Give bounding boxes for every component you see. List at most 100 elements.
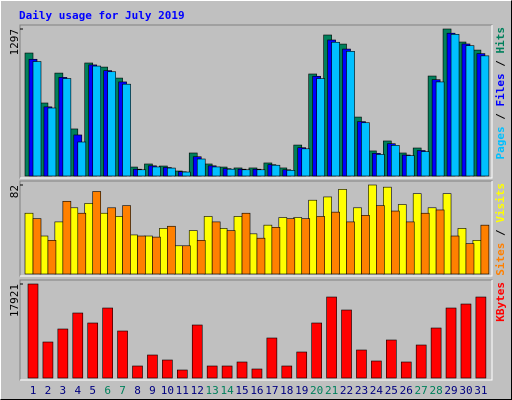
bar <box>361 122 370 177</box>
x-tick-label: 9 <box>149 384 156 397</box>
bar <box>72 312 84 379</box>
chart-title: Daily usage for July 2019 <box>19 9 185 22</box>
bar <box>206 365 218 379</box>
x-tick-label: 27 <box>415 384 428 397</box>
bar <box>122 83 131 177</box>
bar <box>256 237 266 275</box>
x-tick-label: 11 <box>176 384 189 397</box>
bar <box>47 240 57 275</box>
x-tick-label: 3 <box>60 384 67 397</box>
x-tick-label: 24 <box>370 384 384 397</box>
bar <box>122 205 131 275</box>
bar <box>311 322 322 379</box>
bar <box>326 296 337 379</box>
bar <box>296 351 308 379</box>
x-tick-label: 10 <box>161 384 174 397</box>
bar <box>226 168 236 177</box>
bar <box>450 235 460 275</box>
bar <box>191 324 203 379</box>
bar <box>226 230 236 275</box>
bar <box>435 81 445 177</box>
bar <box>435 209 445 275</box>
bar <box>32 218 42 275</box>
bar <box>346 221 355 275</box>
x-tick-label: 20 <box>310 384 323 397</box>
x-tick-label: 7 <box>119 384 126 397</box>
x-tick-label: 19 <box>295 384 308 397</box>
x-tick-label: 21 <box>325 384 338 397</box>
x-tick-label: 26 <box>400 384 413 397</box>
legend-entry: Files <box>494 73 507 106</box>
bar <box>162 359 173 379</box>
legend-separator: / <box>494 223 507 243</box>
bar <box>77 212 87 275</box>
bar <box>465 45 475 177</box>
bar <box>107 71 116 177</box>
legend: Sites / Visits <box>494 183 507 276</box>
bar <box>251 368 263 379</box>
x-tick-label: 23 <box>355 384 368 397</box>
bar <box>286 218 296 275</box>
bar <box>107 207 116 275</box>
bar <box>386 339 397 379</box>
bar <box>182 245 191 275</box>
legend-entry: Hits <box>494 27 507 54</box>
bar <box>221 365 233 379</box>
bar <box>271 227 281 275</box>
bar <box>405 221 415 275</box>
y-tick-label: 1297 <box>8 29 21 56</box>
bar <box>475 296 487 379</box>
legend: KBytes <box>494 282 507 322</box>
bar <box>391 210 400 275</box>
bar <box>77 141 87 177</box>
bar <box>92 191 102 275</box>
plot-bevel <box>20 25 493 179</box>
bar <box>430 327 442 379</box>
x-tick-label: 8 <box>134 384 141 397</box>
x-tick-label: 15 <box>235 384 248 397</box>
x-tick-label: 29 <box>444 384 457 397</box>
bar <box>167 167 176 177</box>
bar <box>361 215 370 275</box>
bar <box>196 158 206 177</box>
bar <box>62 78 72 177</box>
bar <box>391 145 400 177</box>
bar <box>266 337 278 379</box>
legend-entry: Visits <box>494 183 507 223</box>
plot-bevel <box>20 181 493 277</box>
bar <box>177 369 188 379</box>
bar <box>301 218 311 275</box>
legend-separator: / <box>494 54 507 74</box>
x-tick-label: 22 <box>340 384 353 397</box>
x-tick-label: 18 <box>280 384 293 397</box>
x-tick-label: 12 <box>191 384 204 397</box>
bar <box>211 221 221 275</box>
bar <box>256 169 266 177</box>
bar <box>450 34 460 177</box>
bar <box>24 212 34 275</box>
x-tick-label: 30 <box>459 384 472 397</box>
y-tick-label: 17921 <box>8 284 21 317</box>
bar <box>132 365 143 379</box>
bar <box>286 170 296 177</box>
x-tick-label: 14 <box>220 384 234 397</box>
bar <box>341 309 352 379</box>
x-tick-label: 16 <box>250 384 263 397</box>
bar <box>152 166 161 177</box>
legend-separator: / <box>494 107 507 127</box>
bar <box>281 365 293 379</box>
bar <box>465 243 475 275</box>
x-tick-label: 5 <box>89 384 96 397</box>
bar <box>316 78 325 177</box>
x-tick-label: 28 <box>429 384 442 397</box>
bar <box>445 307 457 379</box>
bar <box>236 361 248 379</box>
legend-entry: Pages <box>494 126 507 159</box>
bar <box>480 224 490 275</box>
bar <box>376 154 385 177</box>
bar <box>405 155 415 177</box>
bar <box>27 283 39 379</box>
legend-entry: KBytes <box>494 282 507 322</box>
bar <box>241 212 251 275</box>
